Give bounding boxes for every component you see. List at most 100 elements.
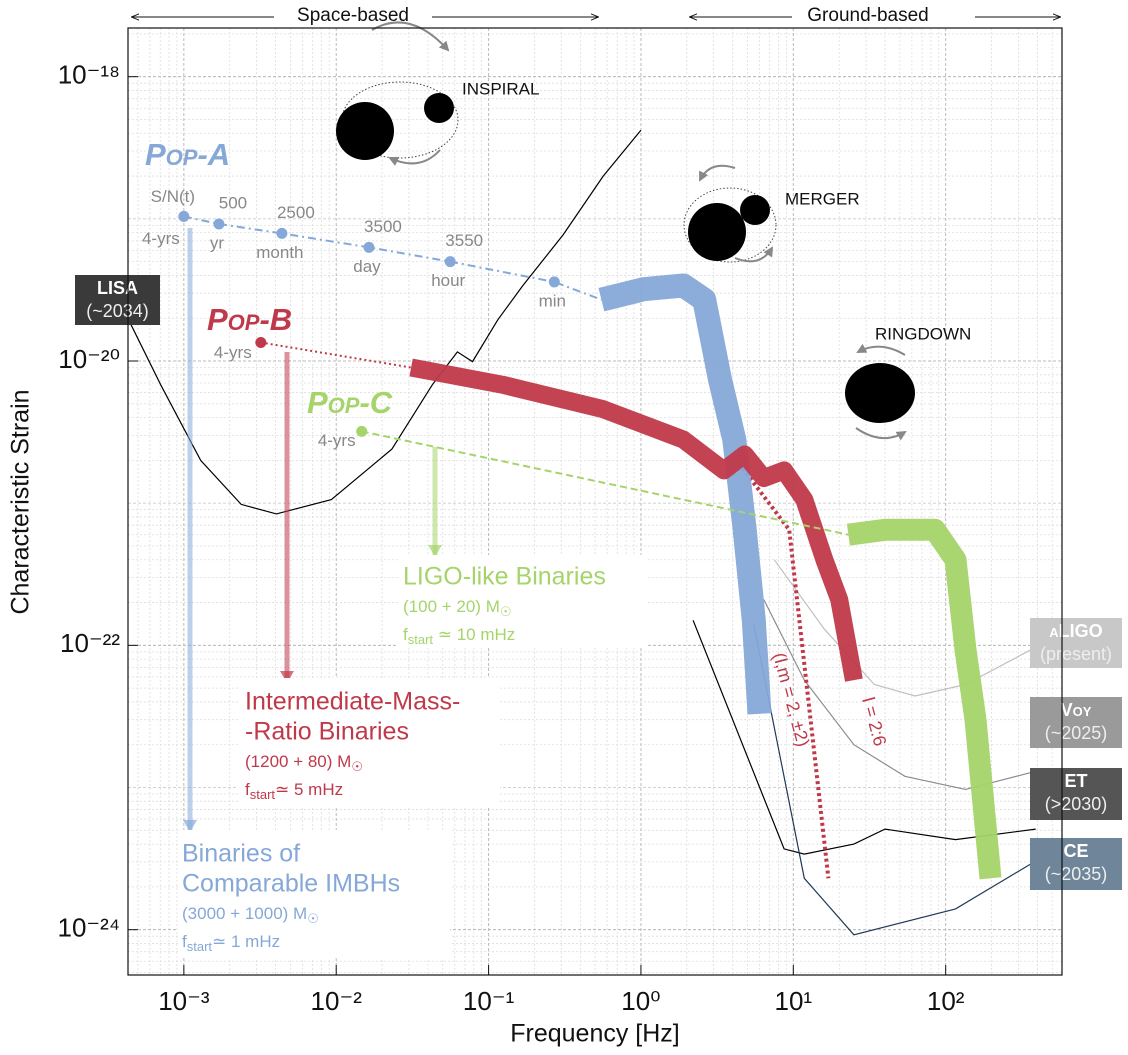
region-label: Space-based: [297, 5, 409, 26]
detector-curve: [128, 129, 642, 515]
population-name: Pop-A: [145, 137, 230, 172]
detector-curve: [773, 559, 1036, 697]
detector-period: (~2034): [86, 301, 149, 321]
x-tick-label: 10¹: [775, 986, 813, 1016]
description-title: Intermediate-Mass-: [245, 688, 460, 716]
description-freq: fstart≃ 5 mHz: [245, 780, 343, 802]
detector-box: [1030, 697, 1122, 748]
y-tick-label: 10⁻²²: [60, 628, 120, 658]
time-label: 4-yrs: [214, 343, 252, 362]
waveform: [846, 518, 1002, 880]
harmonics-label: l = 2:6: [858, 695, 890, 748]
time-label: min: [539, 291, 566, 310]
detector-name: Voy: [1061, 700, 1092, 720]
detector-name: aLIGO: [1049, 621, 1102, 641]
merger-icon: [683, 164, 777, 263]
population-point: [213, 218, 225, 230]
region-label: Ground-based: [807, 5, 928, 26]
waveform: [598, 273, 772, 715]
description-freq: fstart ≃ 10 mHz: [403, 625, 515, 647]
mass-sub: ☉: [351, 759, 363, 774]
mass-text: (100 + 20) M: [403, 597, 500, 616]
snr-value: 500: [219, 193, 247, 212]
time-label: day: [353, 257, 381, 276]
phase-label: INSPIRAL: [462, 79, 539, 98]
freq-symbol: f: [245, 780, 250, 799]
mass-text: (3000 + 1000) M: [182, 904, 307, 923]
detector-period: (>2030): [1045, 794, 1108, 814]
population-point: [178, 210, 190, 222]
detector-period: (~2025): [1045, 723, 1108, 743]
mass-sub: ☉: [307, 911, 319, 926]
time-label: 4-yrs: [318, 431, 356, 450]
freq-symbol: f: [403, 625, 408, 644]
snr-value: 2500: [277, 203, 315, 222]
freq-value: ≃ 1 mHz: [212, 932, 280, 951]
time-label: hour: [431, 271, 465, 290]
detector-curve: [753, 624, 1057, 936]
description-mass: (1200 + 80) M☉: [245, 752, 363, 774]
freq-value: ≃ 5 mHz: [275, 780, 343, 799]
population-point: [276, 227, 288, 239]
detector-box: [1030, 838, 1122, 890]
connector: [361, 430, 849, 536]
population-arrowhead: [183, 820, 197, 832]
x-tick-label: 10⁻²: [311, 986, 363, 1016]
freq-symbol: f: [182, 932, 187, 951]
population-point: [444, 256, 456, 268]
population-point: [356, 425, 368, 437]
mass-sub: ☉: [500, 604, 512, 619]
detector-name: LISA: [97, 278, 138, 298]
population-arrowhead: [428, 545, 442, 557]
population-point: [363, 241, 375, 253]
inspiral-icon: [336, 21, 459, 166]
population-point: [548, 276, 560, 288]
y-tick-label: 10⁻¹⁸: [58, 60, 120, 90]
phase-label: RINGDOWN: [875, 324, 971, 343]
x-tick-label: 10²: [927, 986, 965, 1016]
freq-value: ≃ 10 mHz: [433, 625, 515, 644]
detector-name: ET: [1064, 771, 1087, 791]
y-axis-title: Characteristic Strain: [7, 389, 35, 614]
description-box: [238, 678, 500, 806]
description-title: Comparable IMBHs: [182, 870, 400, 898]
freq-sub: start: [408, 632, 434, 647]
description-title: -Ratio Binaries: [245, 718, 409, 746]
phase-label: MERGER: [785, 189, 860, 208]
snr-label: S/N(t): [151, 187, 195, 206]
population-point: [255, 336, 267, 348]
freq-sub: start: [187, 939, 213, 954]
population-name: Pop-C: [307, 385, 393, 420]
description-mass: (3000 + 1000) M☉: [182, 904, 319, 926]
population-arrowhead: [280, 671, 294, 683]
overlays: LISA (~2034) aLIGO (present) Voy (~2025) ET (>2…: [75, 76, 1122, 975]
x-tick-label: 10⁻¹: [463, 986, 515, 1016]
y-tick-label: 10⁻²⁰: [58, 344, 120, 374]
time-label: month: [256, 243, 303, 262]
y-tick-label: 10⁻²⁴: [58, 913, 120, 943]
detector-period: (present): [1040, 644, 1112, 664]
connector: [260, 341, 412, 369]
mass-text: (1200 + 80) M: [245, 752, 351, 771]
detector-box: [1030, 618, 1122, 668]
x-tick-label: 10⁰: [621, 986, 660, 1016]
snr-value: 3500: [364, 217, 402, 236]
waveform: [409, 358, 863, 682]
detector-curve: [692, 620, 1036, 855]
detector-box: [1030, 768, 1122, 820]
description-mass: (100 + 20) M☉: [403, 597, 512, 619]
snr-value: 3550: [445, 231, 483, 250]
detector-period: (~2035): [1045, 864, 1108, 884]
time-label: 4-yrs: [142, 229, 180, 248]
description-title: LIGO-like Binaries: [403, 563, 606, 591]
freq-sub: start: [250, 787, 276, 802]
description-box: [178, 830, 450, 958]
x-axis-title: Frequency [Hz]: [510, 1020, 680, 1048]
detector-name: CE: [1063, 841, 1088, 861]
plot-frame: [127, 27, 1063, 976]
population-name: Pop-B: [207, 302, 292, 337]
detector-box: [75, 275, 160, 325]
description-box: [398, 555, 648, 647]
grid: [128, 28, 1062, 975]
